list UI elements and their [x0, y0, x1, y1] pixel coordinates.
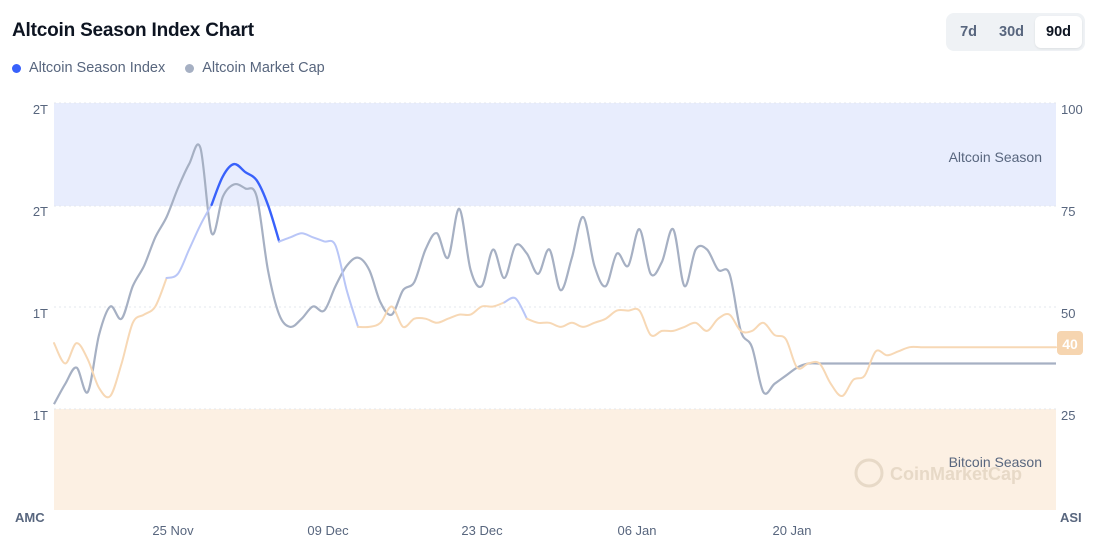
tab-30d[interactable]: 30d [999, 24, 1024, 40]
series-layer [53, 143, 1057, 405]
range-tabs: 7d 30d 90d [946, 13, 1085, 51]
x-tick-20jan: 20 Jan [772, 523, 811, 538]
altcoin-season-label: Altcoin Season [949, 149, 1042, 165]
watermark: CoinMarketCap [854, 458, 1022, 488]
legend-index-dot [12, 63, 21, 73]
x-tick-06jan: 06 Jan [617, 523, 656, 538]
series-line-altcoin-season-index-segment-6 [525, 307, 1057, 397]
chart-title: Altcoin Season Index Chart [12, 20, 254, 41]
left-tick-3: 1T [33, 306, 48, 321]
left-tick-1: 2T [33, 102, 48, 117]
legend-index-label: Altcoin Season Index [29, 60, 166, 76]
last-value-badge: 40 [1057, 331, 1083, 355]
altcoin-season-zone [54, 103, 1056, 206]
x-tick-25nov: 25 Nov [152, 523, 194, 538]
bitcoin-season-label: Bitcoin Season [949, 454, 1042, 470]
x-tick-09dec: 09 Dec [307, 523, 349, 538]
series-line-altcoin-season-index-segment-5 [503, 296, 528, 320]
left-axis: 2T 2T 1T 1T AMC [15, 102, 48, 525]
right-tick-75: 75 [1061, 204, 1075, 219]
legend-marketcap-dot [185, 63, 195, 73]
series-line-altcoin-season-index-segment-0 [53, 277, 168, 399]
last-value-label: 40 [1062, 336, 1078, 352]
series-line-altcoin-season-index-segment-1 [165, 203, 213, 279]
left-tick-2: 2T [33, 204, 48, 219]
legend: Altcoin Season Index Altcoin Market Cap [12, 60, 325, 76]
series-line-altcoin-season-index-segment-3 [278, 232, 359, 328]
tab-7d[interactable]: 7d [960, 24, 977, 40]
left-axis-corner-label: AMC [15, 510, 45, 525]
right-tick-50: 50 [1061, 306, 1075, 321]
x-axis: 25 Nov 09 Dec 23 Dec 06 Jan 20 Jan [152, 523, 811, 538]
bitcoin-season-zone [54, 409, 1056, 510]
last-value-badge-bg [1057, 331, 1083, 355]
right-tick-100: 100 [1061, 102, 1083, 117]
right-axis: 100 75 50 25 ASI [1060, 102, 1083, 525]
legend-marketcap-label: Altcoin Market Cap [202, 60, 325, 76]
series-line-altcoin-market-cap [53, 143, 1056, 405]
series-line-altcoin-season-index-segment-2 [210, 162, 281, 243]
tab-90d[interactable]: 90d [1035, 16, 1082, 48]
right-axis-corner-label: ASI [1060, 510, 1082, 525]
left-tick-4: 1T [33, 408, 48, 423]
watermark-text: CoinMarketCap [890, 464, 1022, 484]
legend-item-index[interactable]: Altcoin Season Index [12, 60, 165, 76]
series-line-altcoin-season-index-segment-4 [357, 301, 506, 329]
right-tick-25: 25 [1061, 408, 1075, 423]
x-tick-23dec: 23 Dec [461, 523, 503, 538]
watermark-logo-icon [854, 458, 884, 488]
legend-item-marketcap[interactable]: Altcoin Market Cap [185, 60, 325, 76]
